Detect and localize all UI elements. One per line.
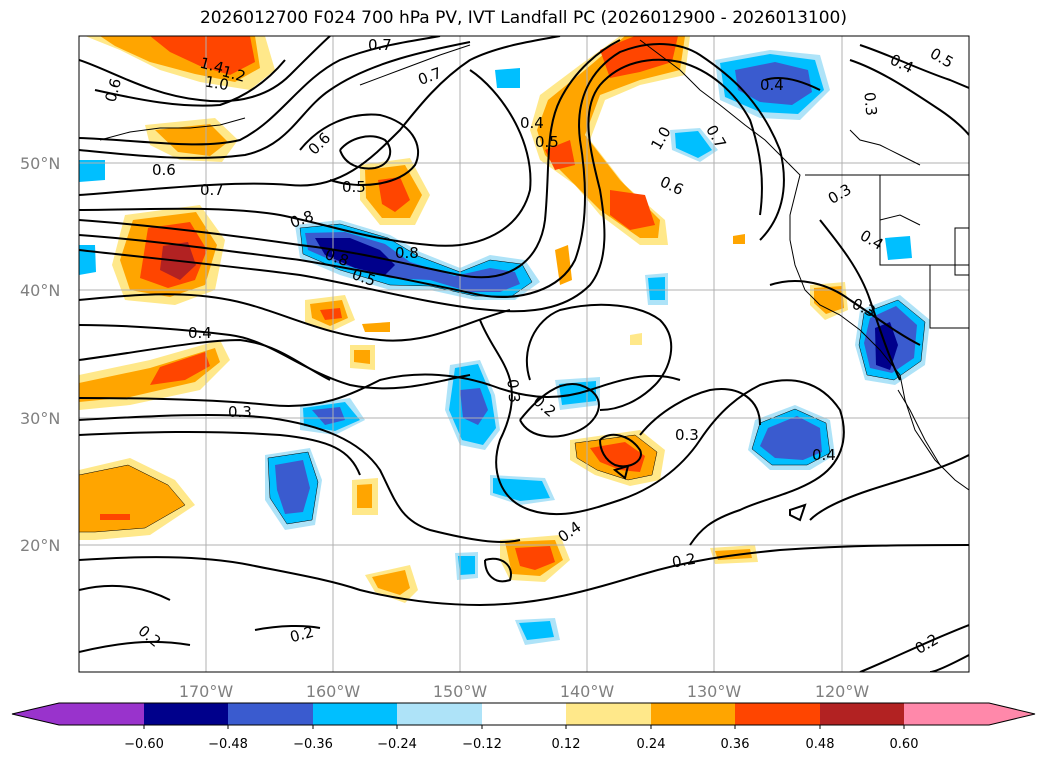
colorbar-bin: [651, 703, 735, 725]
contour-label: 0.4: [520, 114, 544, 132]
contour-label: 0.6: [152, 161, 176, 179]
lat-label-40n: 40°N: [20, 281, 60, 300]
colorbar-bin: [735, 703, 820, 725]
map-panel: 0.6 1.4 1.2 1.0 0.4 0.8 0.7 0.6 0.7 0.6 …: [79, 36, 969, 672]
contour-label: 0.3: [228, 403, 252, 421]
colorbar-extend-left: [12, 703, 59, 725]
contour-label: 0.5: [342, 178, 366, 196]
colorbar-bin: [59, 703, 144, 725]
colorbar-bin: [820, 703, 904, 725]
colorbar-tick-label: −0.36: [293, 737, 333, 752]
colorbar: −0.60 −0.48 −0.36 −0.24 −0.12 0.12 0.24 …: [11, 702, 1036, 752]
colorbar-bin: [482, 703, 566, 725]
lat-label-20n: 20°N: [20, 536, 60, 555]
contour-label: 0.4: [188, 324, 212, 342]
contour-label: 0.5: [535, 133, 559, 151]
contour-label: 0.6: [101, 76, 125, 104]
contour-label: 1.4: [198, 54, 226, 78]
colorbar-tick-label: −0.12: [462, 737, 502, 752]
colorbar-bin: [566, 703, 651, 725]
map-frame: [78, 35, 970, 673]
lon-label-130w: 130°W: [687, 682, 742, 701]
contour-label: 1.2: [220, 62, 248, 86]
contour-label: 0.3: [675, 426, 699, 444]
colorbar-outline: [11, 702, 1036, 726]
negative-anomaly-fill: [79, 50, 930, 645]
contour-label: 0.7: [200, 181, 224, 199]
lon-label-140w: 140°W: [560, 682, 615, 701]
colorbar-bin: [313, 703, 397, 725]
positive-anomaly-fill: [79, 36, 848, 603]
longitude-labels: 170°W 160°W 150°W 140°W 130°W 120°W: [179, 682, 870, 701]
colorbar-tick-label: −0.48: [208, 737, 248, 752]
lon-label-170w: 170°W: [179, 682, 234, 701]
colorbar-tick-label: −0.24: [377, 737, 417, 752]
contour-label: 0.7: [368, 36, 392, 54]
colorbar-tick-label: 0.48: [806, 737, 835, 752]
lon-label-120w: 120°W: [815, 682, 870, 701]
contour-label: 0.2: [671, 550, 698, 572]
lon-label-150w: 150°W: [433, 682, 488, 701]
coastlines: [99, 39, 969, 491]
chart-title: 2026012700 F024 700 hPa PV, IVT Landfall…: [199, 8, 847, 28]
gridlines: [79, 36, 969, 672]
colorbar-tick-label: 0.60: [890, 737, 919, 752]
latitude-labels: 50°N 40°N 30°N 20°N: [20, 154, 60, 555]
lat-label-50n: 50°N: [20, 154, 60, 173]
colorbar-extend-right: [989, 703, 1035, 725]
contour-label: 0.4: [760, 76, 784, 94]
colorbar-tick-label: 0.24: [637, 737, 666, 752]
colorbar-tick-label: 0.12: [552, 737, 581, 752]
colorbar-bin: [397, 703, 482, 725]
colorbar-bin: [228, 703, 313, 725]
colorbar-bin: [144, 703, 228, 725]
contour-label: 0.3: [860, 91, 880, 116]
lon-label-160w: 160°W: [306, 682, 361, 701]
contour-label: 0.3: [503, 378, 523, 403]
contour-label: 0.2: [288, 623, 316, 647]
contour-label: 0.8: [395, 244, 419, 262]
colorbar-tick-label: 0.36: [721, 737, 750, 752]
contour-label: 1.0: [204, 72, 231, 94]
colorbar-tick-label: −0.60: [124, 737, 164, 752]
contour-label: 0.4: [812, 446, 836, 464]
ivt-contours: [79, 36, 969, 672]
shading-outlines: [79, 223, 926, 533]
colorbar-bin: [904, 703, 989, 725]
lat-label-30n: 30°N: [20, 409, 60, 428]
